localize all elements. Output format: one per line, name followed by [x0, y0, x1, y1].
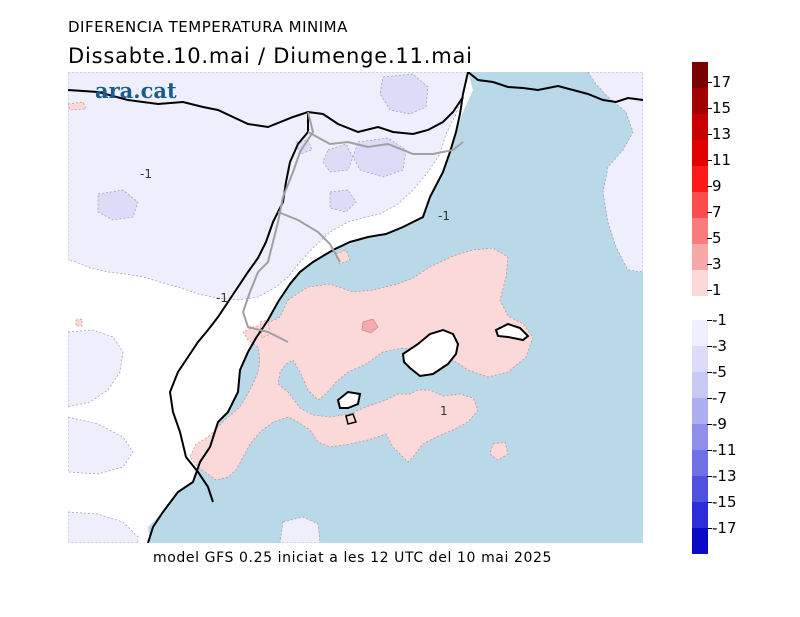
model-info: model GFS 0.25 iniciat a les 12 UTC del …: [153, 550, 553, 566]
colorbar-tick-label: 9: [707, 177, 722, 195]
neg-diff-area: [279, 516, 321, 543]
island-mallorca: [401, 328, 460, 378]
colorbar-tick-label: 7: [707, 203, 722, 221]
colorbar-tick-label: 11: [706, 151, 732, 169]
colorbar-swatch: [692, 192, 708, 218]
colorbar-swatch: [692, 528, 708, 554]
pos-diff-area: [489, 441, 509, 461]
pos-diff-area: [68, 101, 87, 111]
colorbar-tick-label: 3: [707, 255, 722, 273]
contour-label: -1: [216, 291, 228, 305]
province-border: [241, 111, 315, 343]
pos-diff-area: [189, 247, 534, 481]
colorbar-tick-label: 17: [706, 73, 732, 91]
province-border: [277, 211, 341, 263]
colorbar-swatch: [692, 62, 708, 88]
region-border: [168, 112, 309, 503]
colorbar-tick-label: -5: [707, 363, 727, 381]
island-ibiza: [336, 390, 362, 409]
colorbar-swatch: [692, 450, 708, 476]
colorbar-tick-label: -7: [707, 389, 727, 407]
colorbar-tick-label: -1: [707, 311, 727, 329]
colorbar-tick-label: -13: [707, 467, 737, 485]
colorbar-swatch: [692, 244, 708, 270]
contour-label: -1: [438, 209, 450, 223]
neg3-diff-area: [352, 137, 407, 178]
colorbar-swatch: [692, 320, 708, 346]
neg-diff-area: [68, 329, 124, 408]
neg-diff-area: [68, 416, 134, 475]
neg-diff-area: [587, 72, 643, 273]
neg-diff-area: [68, 511, 139, 543]
colorbar-tick-label: 13: [706, 125, 732, 143]
colorbar-negative: [692, 320, 708, 554]
colorbar-swatch: [692, 88, 708, 114]
colorbar-swatch: [692, 346, 708, 372]
colorbar: [692, 62, 708, 554]
colorbar-swatch: [692, 398, 708, 424]
province-border: [307, 131, 464, 155]
ara-cat-logo: ara.cat: [95, 78, 177, 103]
neg3-diff-area: [329, 189, 357, 213]
temperature-difference-map: -1 -1 -1 1: [68, 72, 643, 543]
island-formentera: [345, 413, 357, 425]
colorbar-tick-label: 15: [706, 99, 732, 117]
colorbar-tick-label: 1: [707, 281, 722, 299]
pos-diff-area: [259, 319, 271, 339]
colorbar-swatch: [692, 270, 708, 296]
coastline: [147, 72, 643, 543]
colorbar-tick-label: 5: [707, 229, 722, 247]
island-menorca: [494, 322, 530, 342]
pos-diff-area: [75, 318, 83, 327]
colorbar-swatch: [692, 114, 708, 140]
contour-label: -1: [140, 167, 152, 181]
neg3-diff-area: [322, 143, 354, 173]
colorbar-swatch: [692, 140, 708, 166]
colorbar-tick-label: -15: [707, 493, 737, 511]
pos3-diff-area: [361, 318, 379, 334]
colorbar-tick-label: -9: [707, 415, 727, 433]
colorbar-swatch: [692, 424, 708, 450]
map-subtitle: Dissabte.10.mai / Diumenge.11.mai: [68, 44, 473, 68]
colorbar-tick-label: -11: [707, 441, 737, 459]
colorbar-swatch: [692, 166, 708, 192]
colorbar-swatch: [692, 372, 708, 398]
contour-label: 1: [440, 404, 448, 418]
neg3-diff-area: [97, 189, 139, 221]
neg3-diff-area: [379, 73, 429, 115]
colorbar-tick-label: -17: [707, 519, 737, 537]
colorbar-swatch: [692, 502, 708, 528]
colorbar-swatch: [692, 476, 708, 502]
colorbar-positive: [692, 62, 708, 296]
colorbar-swatch: [692, 218, 708, 244]
country-border: [68, 89, 464, 136]
map-title: DIFERENCIA TEMPERATURA MINIMA: [68, 18, 348, 36]
colorbar-tick-label: -3: [707, 337, 727, 355]
